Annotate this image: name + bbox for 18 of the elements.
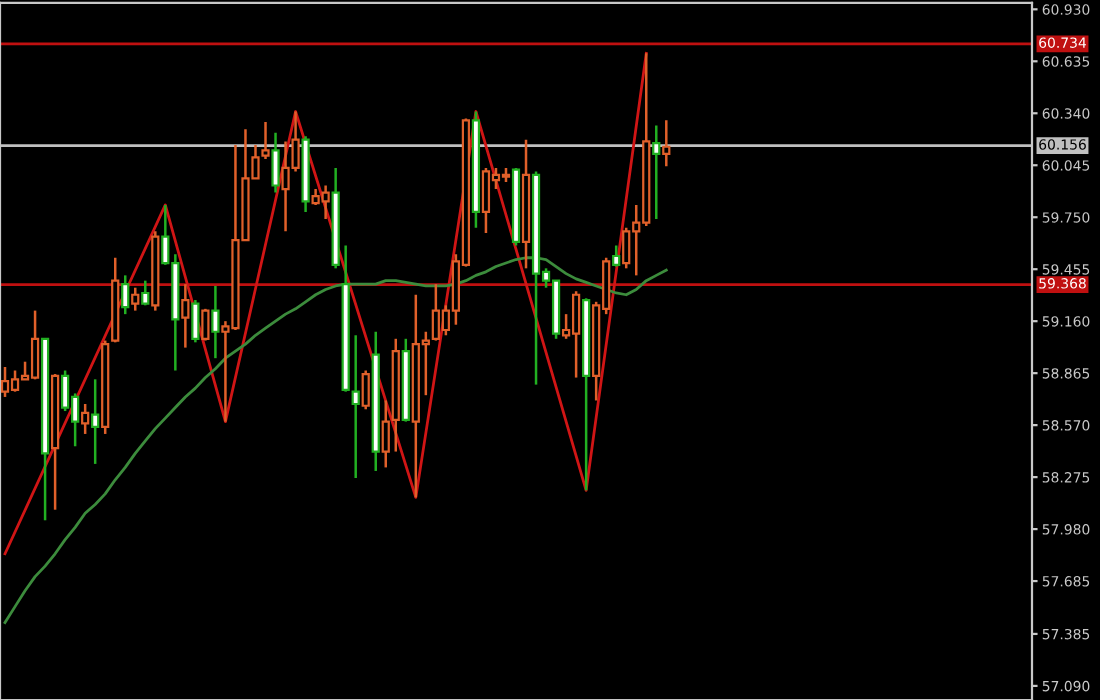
candlestick (91, 378, 100, 466)
candlestick (351, 334, 360, 480)
candlestick (361, 369, 370, 411)
candlestick (121, 274, 130, 316)
candlestick (81, 402, 90, 436)
candlestick (211, 284, 220, 360)
candlestick (141, 279, 150, 307)
candlestick (201, 307, 210, 342)
candlestick (181, 282, 190, 349)
candlestick (652, 124, 661, 221)
line-series (3, 51, 648, 556)
line-series (3, 256, 668, 624)
candlestick (271, 131, 280, 194)
candlestick (191, 298, 200, 344)
candlestick (131, 286, 140, 312)
candlestick (612, 244, 621, 268)
candlestick (381, 399, 390, 469)
candlestick (662, 119, 671, 168)
